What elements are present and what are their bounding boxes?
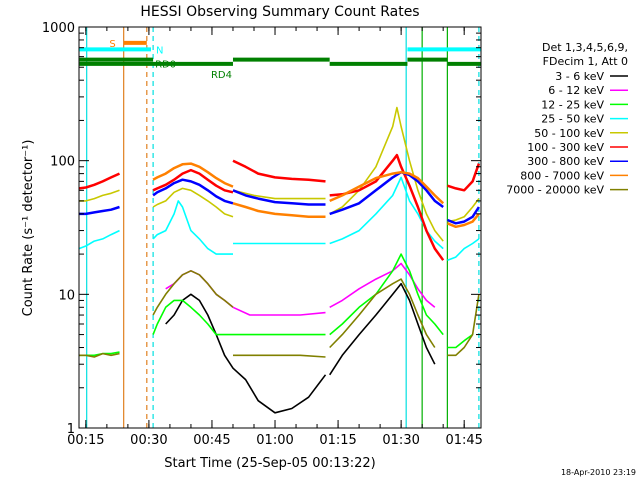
- series-line: [329, 278, 436, 349]
- x-tick-label: 01:00: [256, 433, 293, 448]
- series-line: [152, 187, 234, 218]
- x-axis: 00:15 00:30 00:45 01:00 01:15 01:30 01:45: [67, 27, 483, 448]
- flag-label: N: [156, 45, 163, 56]
- series-line: [446, 206, 480, 225]
- series-line: [152, 200, 233, 255]
- series-line: [152, 162, 234, 188]
- series-line: [232, 189, 326, 206]
- legend-label: 50 - 100 keV: [534, 127, 604, 140]
- series-line: [152, 178, 234, 205]
- series-line: [329, 170, 445, 205]
- chart-title: HESSI Observing Summary Count Rates: [140, 4, 419, 20]
- y-tick-label: 1: [67, 422, 75, 437]
- series-line: [329, 153, 445, 261]
- time-markers: [86, 27, 480, 428]
- legend-label: 100 - 300 keV: [527, 141, 604, 154]
- series-line: [232, 202, 326, 219]
- series-line: [232, 159, 326, 183]
- x-tick-label: 01:30: [382, 433, 419, 448]
- series-line: [232, 306, 326, 316]
- legend-label: 6 - 12 keV: [548, 84, 604, 97]
- series-line: [447, 294, 480, 357]
- series-line: [232, 189, 326, 200]
- series-line: [447, 238, 480, 261]
- y-tick-label: 10: [58, 288, 75, 303]
- observing-flags: SNRD0RD4: [79, 39, 481, 81]
- legend-label: 3 - 6 keV: [555, 70, 604, 83]
- legend-header: Det 1,3,4,5,6,9,: [542, 41, 628, 54]
- legend: Det 1,3,4,5,6,9,FDecim 1, Att 0 3 - 6 keV…: [506, 41, 628, 197]
- generation-timestamp: 18-Apr-2010 23:19: [561, 468, 636, 477]
- x-tick-label: 01:15: [319, 433, 356, 448]
- y-axis: 1 10 100 1000: [42, 21, 481, 437]
- series-line: [79, 189, 120, 202]
- legend-label: 7000 - 20000 keV: [506, 184, 604, 197]
- series-line: [447, 163, 481, 192]
- flag-label: S: [109, 39, 115, 50]
- series-line: [329, 262, 436, 309]
- legend-label: 12 - 25 keV: [541, 98, 604, 111]
- legend-label: 300 - 800 keV: [527, 155, 604, 168]
- legend-header: FDecim 1, Att 0: [543, 55, 628, 68]
- series-line: [152, 168, 234, 194]
- legend-label: 800 - 7000 keV: [520, 169, 604, 182]
- series-line: [152, 299, 233, 336]
- series-line: [165, 293, 327, 414]
- y-axis-label: Count Rate (s⁻¹ detector⁻¹): [21, 140, 36, 317]
- series-line: [79, 352, 120, 358]
- series-line: [329, 282, 436, 376]
- series-line: [447, 333, 474, 349]
- legend-label: 25 - 50 keV: [541, 113, 604, 126]
- series-line: [233, 354, 326, 358]
- series-line: [152, 269, 234, 316]
- x-tick-label: 00:45: [193, 433, 230, 448]
- series-line: [446, 213, 480, 229]
- plot-frame: [78, 26, 482, 429]
- series-line: [79, 172, 121, 190]
- series-line: [329, 253, 444, 336]
- y-tick-label: 100: [50, 155, 75, 170]
- y-tick-label: 1000: [42, 21, 75, 36]
- x-axis-label: Start Time (25-Sep-05 00:13:22): [164, 456, 375, 471]
- x-tick-label: 01:45: [445, 433, 482, 448]
- data-series: [79, 106, 481, 414]
- x-tick-label: 00:15: [67, 433, 104, 448]
- series-line: [447, 198, 480, 223]
- series-line: [79, 229, 120, 250]
- series-line: [79, 205, 120, 216]
- flag-label: RD4: [211, 70, 232, 81]
- series-line: [329, 106, 444, 242]
- x-tick-label: 00:30: [130, 433, 167, 448]
